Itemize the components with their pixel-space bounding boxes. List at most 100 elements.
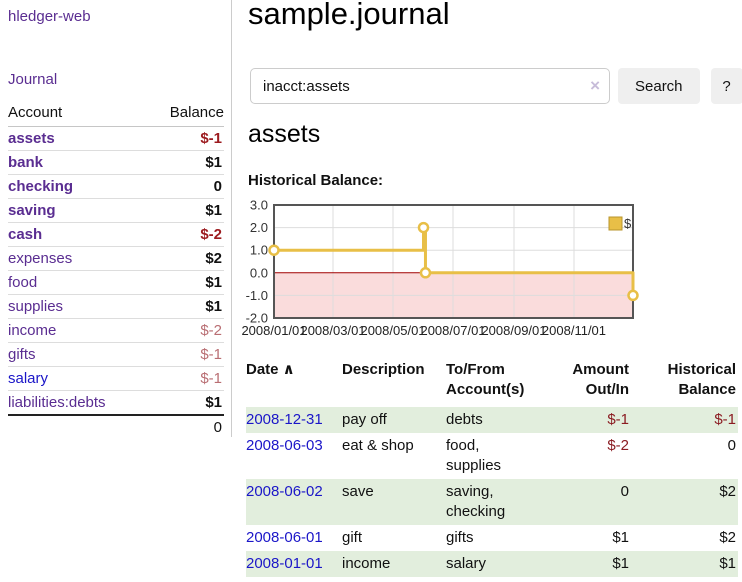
clear-search-icon[interactable]: × (590, 76, 600, 95)
account-balance: $1 (146, 270, 224, 295)
account-link[interactable]: checking (8, 178, 74, 195)
account-link[interactable]: gifts (8, 346, 36, 363)
account-balance: $1 (146, 198, 224, 223)
transaction-amount: $-1 (607, 411, 629, 428)
sidebar: hledger-web Journal Account Balance asse… (0, 0, 232, 439)
transaction-amount: 0 (620, 483, 629, 500)
search-input[interactable] (250, 68, 610, 104)
transaction-date-cell: 2008-06-02 (246, 479, 342, 525)
account-name-cell: food (8, 270, 147, 295)
register-column-header: Historical Balance (667, 361, 736, 398)
account-link[interactable]: income (8, 322, 57, 339)
transaction-date-link[interactable]: 2008-06-03 (246, 437, 323, 454)
sidebar-item-journal[interactable]: Journal (8, 71, 58, 88)
transaction-date-link[interactable]: 2008-12-31 (246, 411, 323, 428)
account-link[interactable]: supplies (8, 298, 64, 315)
account-name-cell: assets (8, 127, 147, 151)
transaction-accounts: food, supplies (446, 437, 502, 474)
account-link[interactable]: saving (8, 202, 56, 219)
transaction-balance: $2 (719, 483, 736, 500)
account-link[interactable]: expenses (8, 250, 73, 267)
transaction-description: gift (342, 529, 363, 546)
svg-text:3.0: 3.0 (250, 198, 268, 213)
account-name-cell: gifts (8, 342, 147, 367)
account-row: expenses $2 (8, 246, 224, 271)
svg-text:-2.0: -2.0 (246, 311, 268, 326)
search-form: × Search ? (250, 68, 742, 104)
historical-balance-chart: 3.0 2.0 1.0 0.0 -1.0 -2.02008/01/012008/03/01… (241, 198, 639, 338)
transaction-accounts: gifts (446, 529, 474, 546)
transaction-balance: $1 (719, 555, 736, 572)
account-name-cell: liabilities:debts (8, 390, 147, 415)
transaction-amount: $1 (612, 529, 629, 546)
transaction-amount: $1 (612, 555, 629, 572)
transaction-description: income (342, 555, 391, 572)
account-balance: $1 (146, 294, 224, 319)
transaction-accounts: salary (446, 555, 487, 572)
app-brand-link[interactable]: hledger-web (8, 8, 91, 25)
accounts-total-value: 0 (146, 414, 224, 439)
account-balance: $2 (146, 246, 224, 271)
transaction-date-cell: 2008-01-01 (246, 551, 342, 577)
transaction-row: 2008-06-02 save saving, checking 0 $2 (246, 479, 738, 525)
svg-text:2008/09/01: 2008/09/01 (481, 323, 546, 338)
account-name-cell: salary (8, 366, 147, 391)
register-column-header[interactable]: Date ∧ (246, 361, 295, 378)
account-link[interactable]: liabilities:debts (8, 394, 106, 411)
transaction-row: 2008-06-03 eat & shop food, supplies $-2 0 (246, 433, 738, 479)
account-balance: $-2 (146, 222, 224, 247)
svg-text:2008/03/01: 2008/03/01 (300, 323, 365, 338)
account-row: cash $-2 (8, 222, 224, 247)
transaction-date-cell: 2008-06-01 (246, 525, 342, 551)
account-heading: assets (248, 120, 321, 148)
account-balance: $1 (146, 150, 224, 175)
account-row: salary $-1 (8, 366, 224, 391)
account-link[interactable]: bank (8, 154, 44, 171)
account-row: saving $1 (8, 198, 224, 223)
account-link[interactable]: cash (8, 226, 43, 243)
transaction-balance: 0 (727, 437, 736, 454)
sort-ascending-icon: ∧ (278, 361, 295, 378)
search-button[interactable]: Search (618, 68, 700, 104)
help-button[interactable]: ? (710, 68, 742, 104)
transaction-amount: $-2 (607, 437, 629, 454)
svg-text:2008/11/01: 2008/11/01 (542, 323, 606, 338)
account-name-cell: checking (8, 174, 147, 199)
transaction-accounts: saving, checking (446, 483, 506, 520)
account-row: assets $-1 (8, 127, 224, 151)
transaction-description: save (342, 483, 374, 500)
transaction-date-cell: 2008-06-03 (246, 433, 342, 479)
account-row: checking 0 (8, 174, 224, 199)
transaction-description: eat & shop (342, 437, 414, 454)
accounts-table: Account Balance assets $-1 bank $1 checking 0… (8, 100, 224, 439)
account-name-cell: supplies (8, 294, 147, 319)
register-table-header: Date ∧ Description To/From Account(s) Amount… (246, 358, 738, 407)
account-balance: $-2 (146, 318, 224, 343)
transaction-date-cell: 2008-12-31 (246, 407, 342, 433)
transaction-description: pay off (342, 411, 387, 428)
transaction-accounts: debts (446, 411, 483, 428)
account-column-header: Account (8, 100, 147, 127)
search-input-wrap: × (250, 68, 610, 104)
transaction-row: 2008-06-01 gift gifts $1 $2 (246, 525, 738, 551)
account-balance: 0 (146, 174, 224, 199)
transaction-date-link[interactable]: 2008-01-01 (246, 555, 323, 572)
account-balance: $-1 (146, 342, 224, 367)
transaction-balance: $-1 (714, 411, 736, 428)
svg-text:1.0: 1.0 (250, 243, 268, 258)
account-name-cell: income (8, 318, 147, 343)
account-link[interactable]: assets (8, 130, 55, 147)
register-table: Date ∧ Description To/From Account(s) Amount… (246, 358, 738, 577)
transaction-row: 2008-01-01 income salary $1 $1 (246, 551, 738, 577)
account-link[interactable]: food (8, 274, 38, 291)
transaction-date-link[interactable]: 2008-06-02 (246, 483, 323, 500)
account-link[interactable]: salary (8, 370, 49, 387)
svg-text:2.0: 2.0 (250, 220, 268, 235)
account-name-cell: saving (8, 198, 147, 223)
account-balance: $-1 (200, 130, 222, 147)
register-column-header: Amount Out/In (572, 361, 629, 398)
transaction-date-link[interactable]: 2008-06-01 (246, 529, 323, 546)
accounts-table-header: Account Balance (8, 100, 224, 127)
account-row: food $1 (8, 270, 224, 295)
legend-label: $ (624, 216, 632, 231)
